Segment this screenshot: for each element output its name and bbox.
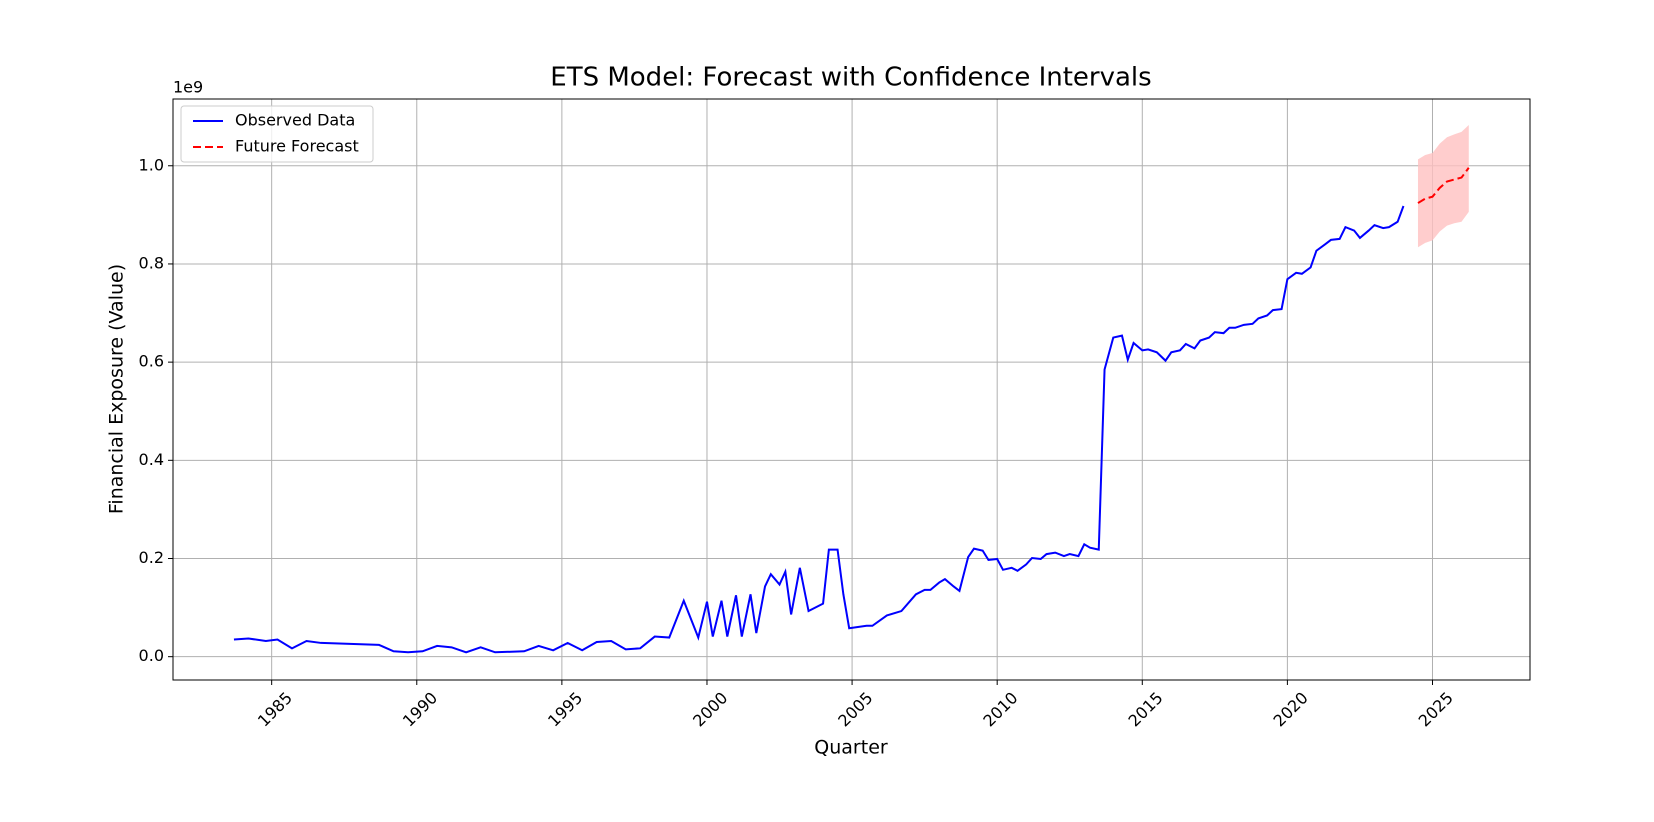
- x-tick-label: 2020: [1270, 688, 1312, 730]
- y-tick-label: 0.6: [139, 352, 164, 371]
- plot-frame: [172, 98, 1531, 681]
- y-offset-label: 1e9: [173, 78, 203, 97]
- x-tick-label: 2005: [834, 688, 876, 730]
- x-tick-label: 1985: [254, 688, 296, 730]
- x-tick-label: 1995: [544, 688, 586, 730]
- y-tick-label: 0.0: [139, 646, 164, 665]
- x-tick-label: 2000: [689, 688, 731, 730]
- y-tick-label: 1.0: [139, 155, 164, 174]
- y-tick-label: 0.4: [139, 450, 164, 469]
- legend-label: Observed Data: [235, 111, 355, 130]
- series-line: [1417, 167, 1470, 204]
- x-tick-label: 1990: [399, 688, 441, 730]
- x-tick-label: 2025: [1415, 688, 1457, 730]
- y-tick-label: 0.2: [139, 548, 164, 567]
- x-axis-label: Quarter: [814, 737, 888, 759]
- legend-label: Future Forecast: [235, 137, 359, 156]
- x-tick-label: 2010: [979, 688, 1021, 730]
- series-line: [233, 205, 1405, 654]
- confidence-band: [1417, 125, 1469, 248]
- y-axis-label: Financial Exposure (Value): [106, 264, 128, 514]
- y-tick-label: 0.8: [139, 253, 164, 272]
- legend: Observed Data Future Forecast: [180, 105, 374, 163]
- legend-box: [180, 105, 374, 163]
- x-tick-label: 2015: [1124, 688, 1166, 730]
- chart-title: ETS Model: Forecast with Confidence Inte…: [550, 63, 1151, 93]
